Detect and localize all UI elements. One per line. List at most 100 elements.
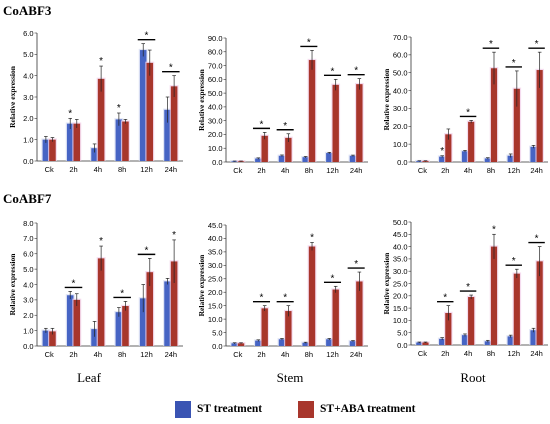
y-tick-label: 10.0 [208, 315, 223, 324]
y-tick-label: 60.0 [208, 75, 223, 84]
gene-label-coabf7: CoABF7 [3, 191, 52, 206]
x-tick-label: Ck [45, 350, 54, 359]
x-tick-label: 12h [140, 165, 153, 174]
legend-item-st: ST treatment [175, 400, 262, 418]
legend-swatch-st [175, 400, 191, 418]
legend-label-aba: ST+ABA treatment [320, 403, 416, 415]
y-tick-label: 40.0 [393, 86, 408, 95]
x-tick-label: 2h [69, 165, 77, 174]
y-tick-label: 7.0 [23, 234, 33, 243]
significance-star: * [331, 273, 335, 284]
bar-aba-24h [536, 261, 543, 345]
bar-aba-Ck [237, 161, 245, 162]
y-tick-label: 35.0 [208, 248, 223, 257]
chart-coabf7-leaf: 0.0 1.0 2.0 3.0 4.0 5.0 6.0 7.0 8.0 Relative expr… [8, 219, 183, 359]
x-tick-label: 2h [441, 166, 449, 175]
bar-aba-2h [73, 123, 81, 161]
bar-aba-2h [261, 135, 268, 162]
bar-aba-8h [122, 121, 129, 161]
bar-st-12h [139, 298, 147, 346]
x-tick-label: 4h [94, 165, 102, 174]
x-tick-label: Ck [418, 166, 427, 175]
bar-aba-4h [468, 121, 475, 162]
y-tick-label: 30.0 [393, 104, 408, 113]
bar-st-12h [139, 50, 147, 161]
y-axis-title: Relative expression [197, 68, 206, 131]
y-tick-label: 40.0 [208, 234, 223, 243]
x-tick-label: 12h [326, 350, 339, 359]
x-tick-label: 8h [118, 350, 126, 359]
x-tick-label: 12h [140, 350, 153, 359]
x-tick-label: 12h [326, 166, 339, 175]
x-tick-label: Ck [45, 165, 54, 174]
y-tick-label: 5.0 [397, 329, 407, 338]
y-tick-label: 5.0 [23, 265, 33, 274]
y-tick-label: 5.0 [212, 328, 222, 337]
bar-aba-Ck [422, 161, 429, 162]
bar-st-24h [530, 146, 537, 162]
bar-aba-4h [285, 311, 292, 346]
y-tick-label: 30.0 [208, 116, 223, 125]
y-tick-label: 2.0 [23, 311, 33, 320]
bar-aba-8h [308, 60, 316, 162]
significance-star: * [99, 236, 103, 247]
bar-st-8h [302, 157, 309, 162]
bar-aba-24h [170, 261, 178, 346]
bar-st-24h [349, 155, 357, 162]
legend-label-st: ST treatment [197, 403, 263, 415]
x-tick-label: 2h [257, 166, 265, 175]
bar-aba-12h [332, 289, 339, 346]
x-tick-label: 8h [305, 166, 313, 175]
significance-star: * [260, 119, 264, 130]
x-tick-label: 24h [165, 165, 178, 174]
x-tick-label: Ck [233, 166, 242, 175]
x-tick-label: 12h [507, 166, 520, 175]
y-tick-label: 25.0 [393, 279, 408, 288]
bar-aba-8h [122, 306, 129, 346]
y-tick-label: 3.0 [23, 296, 33, 305]
bar-st-Ck [42, 330, 50, 346]
y-tick-label: 1.0 [23, 135, 33, 144]
significance-star: * [120, 288, 124, 299]
bar-st-Ck [231, 343, 238, 346]
bar-st-12h [507, 336, 514, 345]
significance-star: * [354, 66, 358, 77]
bar-st-2h [66, 123, 74, 161]
bar-aba-24h [536, 70, 543, 162]
x-tick-label: 4h [94, 350, 102, 359]
x-tick-label: 4h [464, 349, 472, 358]
y-tick-label: 2.0 [23, 114, 33, 123]
x-tick-label: 8h [305, 350, 313, 359]
x-tick-label: 24h [165, 350, 178, 359]
y-tick-label: 20.0 [393, 292, 408, 301]
x-tick-label: 4h [281, 166, 289, 175]
significance-star: * [489, 39, 493, 50]
bar-st-2h [255, 158, 262, 162]
bar-st-2h [439, 338, 446, 345]
y-tick-label: 80.0 [208, 48, 223, 57]
x-tick-label: 2h [441, 349, 449, 358]
y-tick-label: 10.0 [208, 144, 223, 153]
y-tick-label: 3.0 [23, 93, 33, 102]
bar-st-Ck [42, 139, 50, 161]
y-tick-label: 40.0 [393, 242, 408, 251]
legend-item-aba: ST+ABA treatment [298, 400, 415, 418]
y-tick-label: 6.0 [23, 29, 33, 38]
x-tick-label: 8h [487, 166, 495, 175]
significance-star: * [99, 56, 103, 67]
bar-aba-12h [513, 88, 520, 162]
bar-st-4h [91, 148, 98, 161]
bar-st-8h [484, 158, 491, 162]
bar-aba-4h [97, 78, 105, 161]
y-tick-label: 90.0 [208, 34, 223, 43]
bar-st-Ck [416, 161, 423, 162]
bar-aba-2h [73, 299, 81, 346]
y-tick-label: 50.0 [393, 69, 408, 78]
y-tick-label: 4.0 [23, 280, 33, 289]
significance-star: * [283, 293, 287, 304]
bar-st-8h [484, 341, 491, 345]
significance-star: * [307, 37, 311, 48]
y-tick-label: 20.0 [393, 122, 408, 131]
bar-aba-24h [356, 84, 363, 162]
